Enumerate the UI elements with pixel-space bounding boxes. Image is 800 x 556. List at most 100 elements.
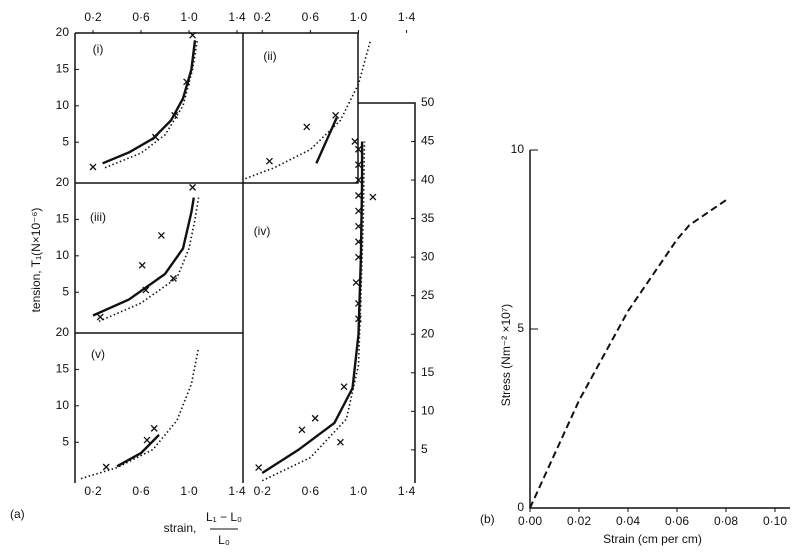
panel-label: (iii) — [90, 210, 106, 224]
x-tick-label: 1·0 — [350, 484, 368, 498]
marker — [266, 157, 273, 165]
solid-curve — [102, 40, 197, 165]
marker — [143, 436, 151, 444]
x-tick-label: 0·2 — [84, 484, 102, 498]
marker — [102, 463, 110, 471]
marker — [355, 207, 362, 215]
marker — [142, 286, 150, 294]
marker — [96, 313, 104, 321]
y-tick-label: 5 — [62, 134, 69, 148]
marker — [336, 438, 344, 446]
dotted-curve — [261, 141, 366, 482]
fraction-num: L₁ − L₀ — [206, 510, 242, 524]
dotted-curve — [98, 197, 200, 323]
marker — [189, 31, 197, 39]
marker — [298, 426, 306, 434]
y-tick-label: 5 — [62, 434, 69, 448]
y-tick-label: 20 — [421, 326, 435, 340]
marker — [355, 161, 362, 169]
fraction-den: L₀ — [218, 533, 230, 547]
solid-curve — [92, 197, 195, 317]
y-tick-label: 15 — [421, 365, 435, 379]
marker — [340, 383, 348, 391]
y-axis-label: tension, T₁(N×10⁻⁶) — [29, 208, 43, 313]
marker — [183, 78, 191, 86]
y-tick-label: 20 — [56, 175, 70, 189]
marker — [352, 279, 360, 287]
marker — [255, 464, 263, 472]
marker — [355, 238, 362, 246]
x-tick-label: 0·6 — [302, 484, 320, 498]
x-tick-label: 1·4 — [228, 10, 246, 24]
dotted-curve — [245, 40, 372, 180]
marker — [355, 253, 362, 261]
x-tick-label: 1·4 — [228, 484, 246, 498]
panel-label: (v) — [91, 347, 105, 361]
x-tick-label: 0·6 — [132, 10, 150, 24]
y-tick-label: 45 — [421, 134, 435, 148]
y-tick-label: 15 — [56, 62, 70, 76]
stress-curve — [529, 199, 727, 509]
x-tick-label: 1·0 — [180, 10, 198, 24]
x-tick-label: 1·4 — [398, 10, 416, 24]
y-tick-label: 10 — [56, 398, 70, 412]
x-tick-label: 0·06 — [665, 514, 689, 528]
y-tick-label: 35 — [421, 211, 435, 225]
marker — [355, 176, 362, 184]
y-tick-label: 30 — [421, 249, 435, 263]
marker — [189, 183, 197, 191]
dotted-curve — [104, 40, 199, 169]
panel-frame — [74, 32, 416, 483]
panel-label: (iv) — [254, 224, 271, 238]
panel-label: (a) — [10, 507, 25, 521]
y-tick-label: 15 — [56, 362, 70, 376]
y-tick-label: 5 — [62, 284, 69, 298]
panel-label: (b) — [480, 512, 495, 526]
axis-b — [529, 150, 790, 509]
x-tick-label: 1·4 — [398, 484, 416, 498]
y-tick-label: 5 — [421, 442, 428, 456]
marker — [355, 315, 362, 323]
panel-label: (i) — [93, 42, 104, 56]
y-tick-label: 50 — [421, 95, 435, 109]
y-tick-label: 20 — [56, 325, 70, 339]
panel-label: (ii) — [263, 49, 276, 63]
marker — [169, 274, 177, 282]
solid-curve — [116, 434, 160, 468]
marker — [171, 111, 179, 119]
y-tick-label: 10 — [56, 248, 70, 262]
y-tick-label: 40 — [421, 172, 435, 186]
x-tick-label: 1·0 — [180, 484, 198, 498]
marker — [369, 193, 377, 201]
x-axis-label: strain, — [164, 521, 197, 535]
marker — [138, 261, 146, 269]
x-tick-label: 0·6 — [132, 484, 150, 498]
marker — [355, 145, 362, 153]
marker — [355, 222, 362, 230]
marker — [150, 424, 158, 432]
x-tick-label: 0·04 — [616, 514, 640, 528]
y-tick-label: 25 — [421, 288, 435, 302]
solid-curve — [315, 117, 338, 164]
x-tick-label: 0·00 — [518, 514, 542, 528]
solid-curve — [261, 141, 364, 475]
marker — [332, 111, 340, 119]
x-tick-label: 1·0 — [350, 10, 368, 24]
marker — [355, 192, 362, 199]
x-tick-label: 0·10 — [763, 514, 787, 528]
marker — [89, 163, 97, 171]
marker — [151, 133, 159, 141]
dotted-curve — [80, 347, 200, 480]
y-tick-label: 20 — [56, 25, 70, 39]
y-tick-label: 10 — [421, 403, 435, 417]
y-tick-label: 15 — [56, 212, 70, 226]
y-tick-label: 10 — [511, 142, 525, 156]
marker — [157, 231, 165, 239]
y-axis-label: Stress (Nm⁻² ×10⁷) — [499, 304, 513, 406]
y-tick-label: 5 — [517, 321, 524, 335]
marker — [351, 138, 359, 145]
x-tick-label: 0·02 — [567, 514, 591, 528]
